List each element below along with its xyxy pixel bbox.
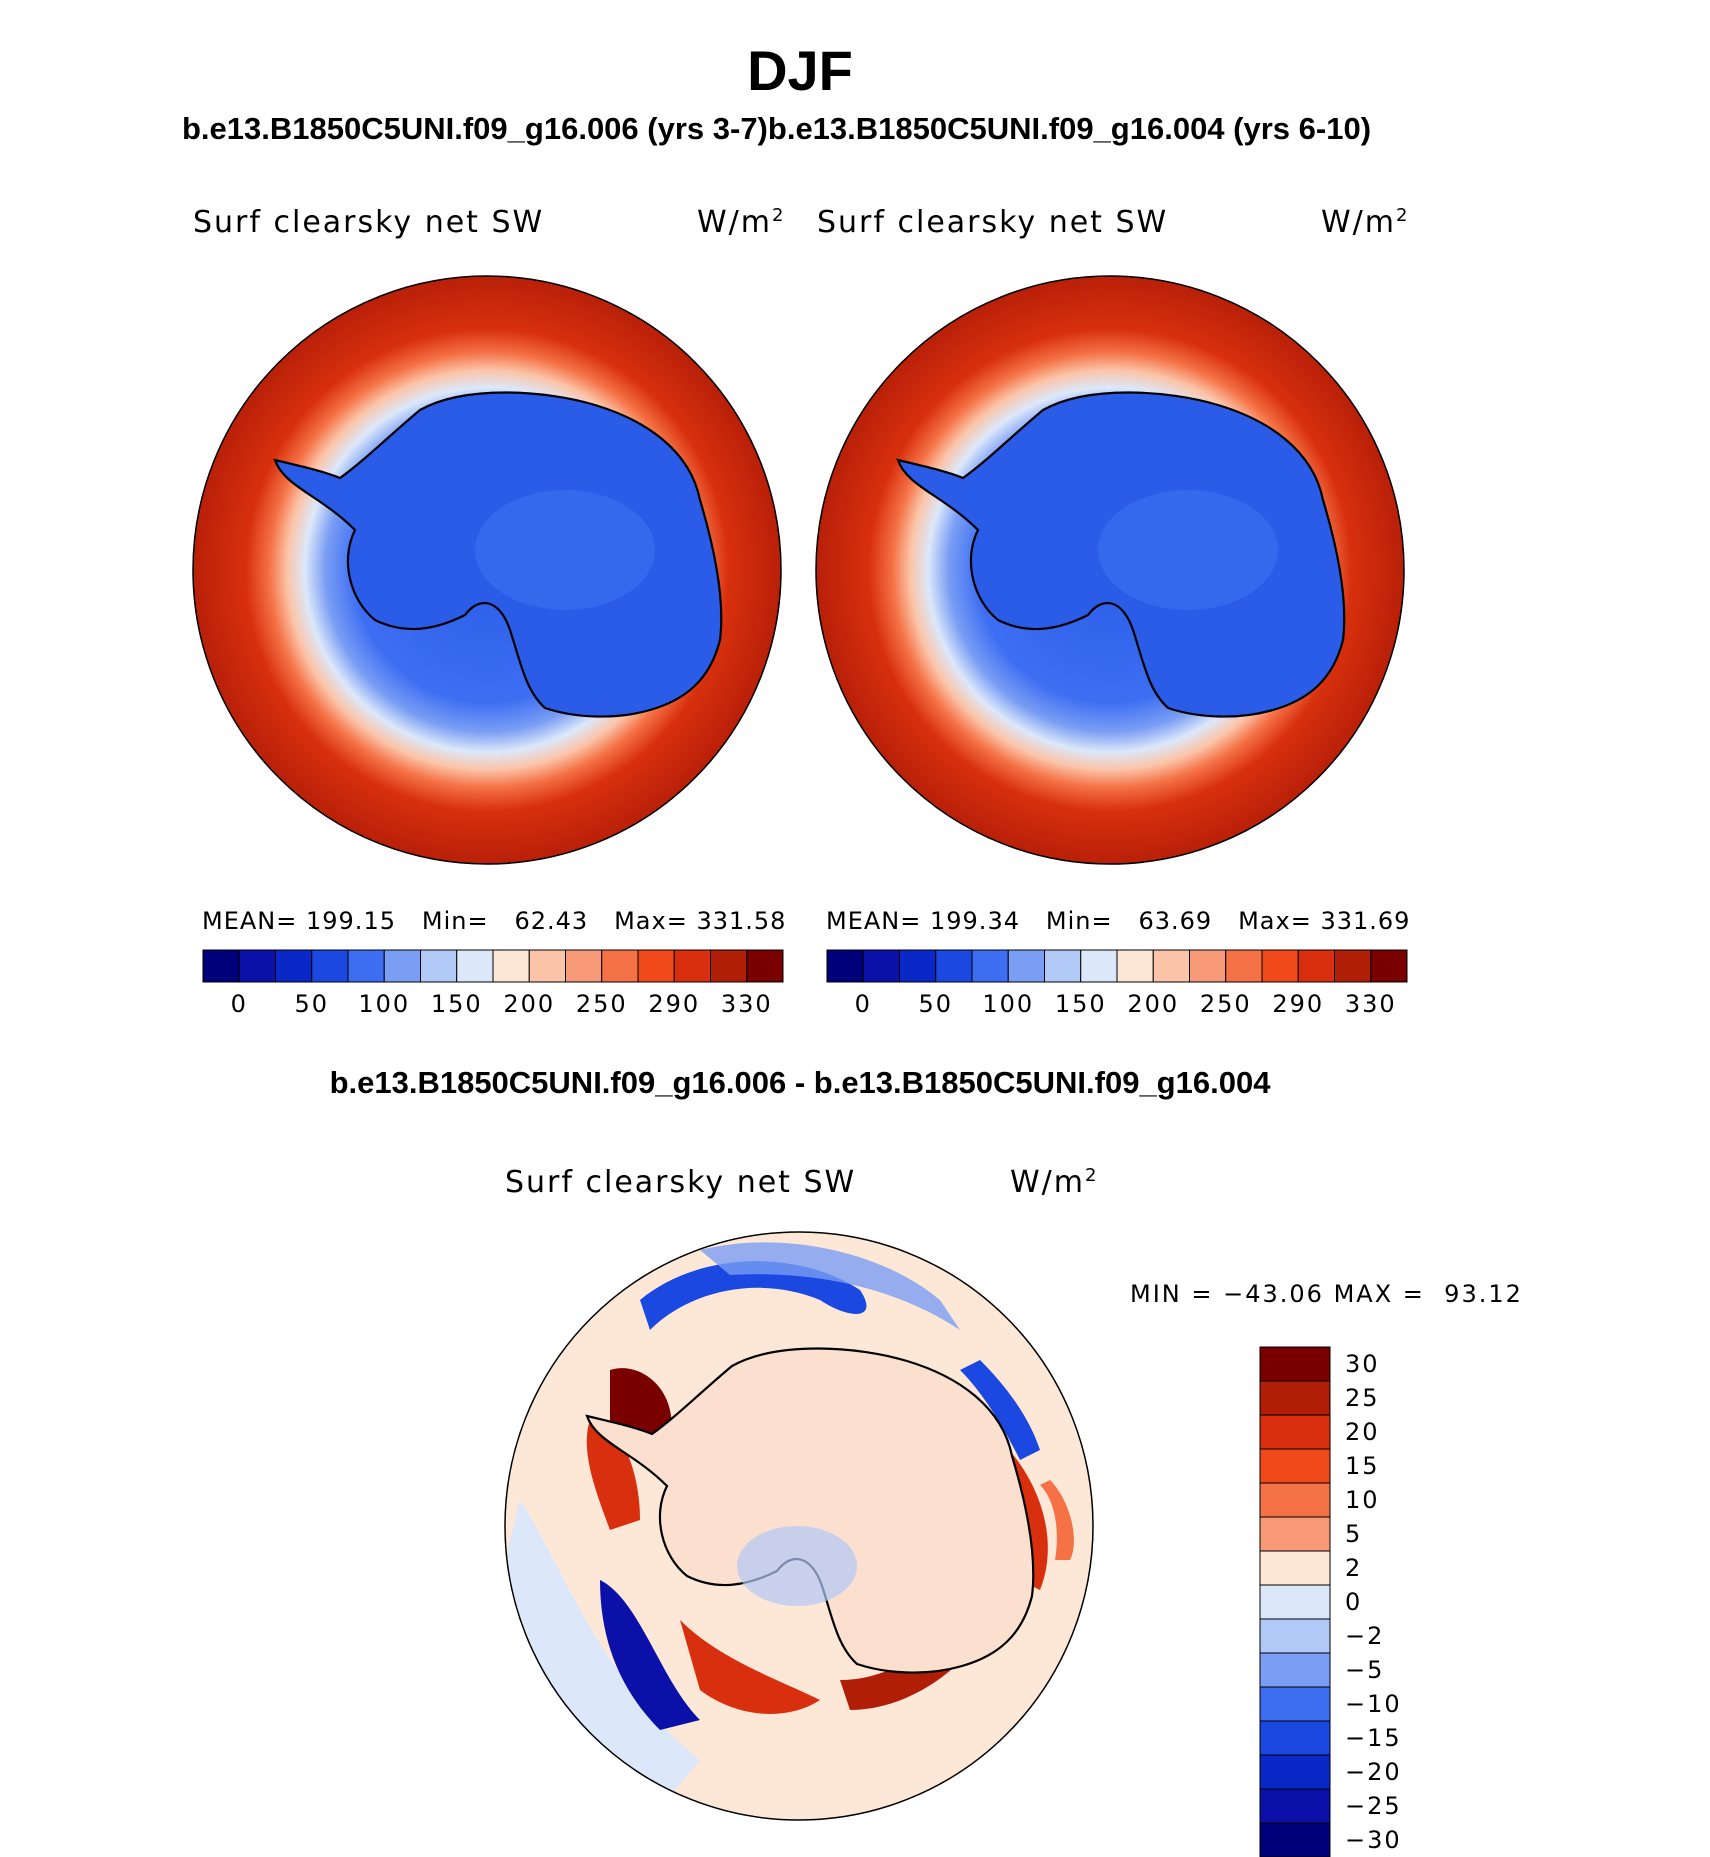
colorbar-right-swatch <box>1007 949 1045 983</box>
colorbar-diff-tick-label: −2 <box>1345 1622 1385 1650</box>
colorbar-right-swatch <box>899 949 937 983</box>
colorbar-left <box>202 949 784 983</box>
colorbar-left-swatch <box>347 949 385 983</box>
colorbar-right-swatch <box>1261 949 1299 983</box>
colorbar-diff-swatch <box>1259 1754 1331 1790</box>
colorbar-diff-tick-label: −25 <box>1345 1792 1402 1820</box>
colorbar-diff-tick-label: −5 <box>1345 1656 1385 1684</box>
colorbar-diff-swatch <box>1259 1686 1331 1722</box>
colorbar-right-swatch <box>1370 949 1408 983</box>
case-title-right: b.e13.B1850C5UNI.f09_g16.004 (yrs 6-10) <box>767 111 1372 146</box>
colorbar-left-swatch <box>565 949 603 983</box>
colorbar-left-tick-label: 150 <box>430 990 483 1018</box>
panel-right-variable: Surf clearsky net SW <box>817 205 1169 240</box>
colorbar-left-swatch <box>528 949 566 983</box>
colorbar-diff-swatch <box>1259 1414 1331 1450</box>
colorbar-left-tick-label: 200 <box>503 990 556 1018</box>
colorbar-diff <box>1259 1346 1331 1857</box>
colorbar-diff-labels: 30 25 20 15 10 5 2 0 −2 −5 −10 −15 −20 −25 −30 <box>1345 1347 1465 1857</box>
colorbar-left-swatch <box>383 949 421 983</box>
case-title-left: b.e13.B1850C5UNI.f09_g16.006 (yrs 3-7) <box>182 111 768 146</box>
colorbar-diff-tick-label: 30 <box>1345 1350 1380 1378</box>
colorbar-diff-swatch <box>1259 1448 1331 1484</box>
colorbar-diff-tick-label: 20 <box>1345 1418 1380 1446</box>
colorbar-right-tick-label: 0 <box>854 990 872 1018</box>
colorbar-left-swatch <box>746 949 784 983</box>
colorbar-diff-swatch <box>1259 1788 1331 1824</box>
panel-left-variable: Surf clearsky net SW <box>193 205 545 240</box>
colorbar-right-swatch <box>1044 949 1082 983</box>
colorbar-left-swatch <box>601 949 639 983</box>
colorbar-diff-swatch <box>1259 1482 1331 1518</box>
colorbar-left-swatch <box>492 949 530 983</box>
colorbar-diff-tick-label: 25 <box>1345 1384 1380 1412</box>
colorbar-left-swatch <box>710 949 748 983</box>
colorbar-right-swatch <box>935 949 973 983</box>
diff-units: W/m2 <box>1010 1165 1099 1200</box>
colorbar-left-tick-label: 250 <box>575 990 628 1018</box>
colorbar-diff-swatch <box>1259 1380 1331 1416</box>
colorbar-diff-tick-label: −15 <box>1345 1724 1402 1752</box>
colorbar-right-swatch <box>1152 949 1190 983</box>
colorbar-diff-swatch <box>1259 1584 1331 1620</box>
colorbar-diff-tick-label: −30 <box>1345 1826 1402 1854</box>
diff-stats: MIN = −43.06 MAX = 93.12 <box>1130 1280 1523 1308</box>
panel-left-stats: MEAN= 199.15 Min= 62.43 Max= 331.58 <box>202 907 787 935</box>
colorbar-left-tick-label: 100 <box>358 990 411 1018</box>
colorbar-left-tick-label: 0 <box>230 990 248 1018</box>
colorbar-diff-tick-label: 15 <box>1345 1452 1380 1480</box>
diff-title: b.e13.B1850C5UNI.f09_g16.006 - b.e13.B18… <box>329 1065 1271 1100</box>
colorbar-left-tick-label: 290 <box>648 990 701 1018</box>
colorbar-left-swatch <box>238 949 276 983</box>
colorbar-right-tick-label: 50 <box>918 990 954 1018</box>
colorbar-diff-swatch <box>1259 1652 1331 1688</box>
case-titles: b.e13.B1850C5UNI.f09_g16.006 (yrs 3-7)b.… <box>182 111 1371 147</box>
colorbar-diff-swatch <box>1259 1822 1331 1857</box>
panel-right-units: W/m2 <box>1321 205 1410 240</box>
colorbar-left-swatch <box>420 949 458 983</box>
colorbar-left-swatch <box>456 949 494 983</box>
panel-left-units: W/m2 <box>697 205 786 240</box>
colorbar-right-swatch <box>862 949 900 983</box>
colorbar-left-labels: 0 50 100 150 200 250 290 330 <box>203 990 783 1020</box>
colorbar-left-tick-label: 50 <box>294 990 330 1018</box>
colorbar-right-tick-label: 330 <box>1344 990 1397 1018</box>
colorbar-right-tick-label: 200 <box>1127 990 1180 1018</box>
colorbar-diff-swatch <box>1259 1346 1331 1382</box>
diff-variable: Surf clearsky net SW <box>505 1165 857 1200</box>
colorbar-diff-swatch <box>1259 1618 1331 1654</box>
colorbar-diff-tick-label: 2 <box>1345 1554 1363 1582</box>
colorbar-right-tick-label: 150 <box>1054 990 1107 1018</box>
colorbar-right-tick-label: 250 <box>1199 990 1252 1018</box>
colorbar-diff-tick-label: 0 <box>1345 1588 1363 1616</box>
colorbar-left-swatch <box>673 949 711 983</box>
colorbar-right-swatch <box>971 949 1009 983</box>
panel-right-stats: MEAN= 199.34 Min= 63.69 Max= 331.69 <box>826 907 1411 935</box>
colorbar-diff-swatch <box>1259 1550 1331 1586</box>
colorbar-diff-tick-label: −20 <box>1345 1758 1402 1786</box>
colorbar-right <box>826 949 1408 983</box>
colorbar-right-swatch <box>1189 949 1227 983</box>
colorbar-right-tick-label: 290 <box>1272 990 1325 1018</box>
colorbar-left-tick-label: 330 <box>720 990 773 1018</box>
colorbar-diff-tick-label: −10 <box>1345 1690 1402 1718</box>
colorbar-diff-swatch <box>1259 1720 1331 1756</box>
main-title: DJF <box>747 39 853 102</box>
colorbar-left-swatch <box>275 949 313 983</box>
colorbar-right-labels: 0 50 100 150 200 250 290 330 <box>827 990 1407 1020</box>
colorbar-diff-swatch <box>1259 1516 1331 1552</box>
colorbar-right-swatch <box>1225 949 1263 983</box>
colorbar-diff-tick-label: 10 <box>1345 1486 1380 1514</box>
colorbar-right-swatch <box>1116 949 1154 983</box>
colorbar-diff-tick-label: 5 <box>1345 1520 1363 1548</box>
colorbar-right-swatch <box>1334 949 1372 983</box>
colorbar-right-tick-label: 100 <box>982 990 1035 1018</box>
